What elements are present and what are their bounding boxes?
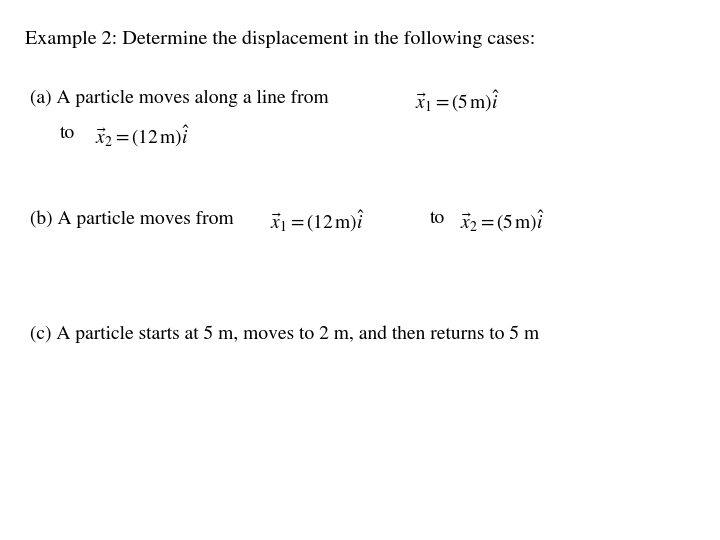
Text: $\vec{x}_2 = (12\,\mathrm{m})\hat{i}$: $\vec{x}_2 = (12\,\mathrm{m})\hat{i}$	[95, 123, 189, 149]
Text: to: to	[430, 210, 445, 227]
Text: Example 2: Determine the displacement in the following cases:: Example 2: Determine the displacement in…	[25, 30, 536, 48]
Text: (a) A particle moves along a line from: (a) A particle moves along a line from	[30, 90, 328, 107]
Text: (c) A particle starts at 5 m, moves to 2 m, and then returns to 5 m: (c) A particle starts at 5 m, moves to 2…	[30, 325, 539, 343]
Text: $\vec{x}_1 = (12\,\mathrm{m})\hat{i}$: $\vec{x}_1 = (12\,\mathrm{m})\hat{i}$	[270, 208, 364, 234]
Text: to: to	[60, 125, 76, 142]
Text: $\vec{x}_2 = (5\,\mathrm{m})\hat{i}$: $\vec{x}_2 = (5\,\mathrm{m})\hat{i}$	[460, 208, 545, 234]
Text: $\vec{x}_1 = (5\,\mathrm{m})\hat{i}$: $\vec{x}_1 = (5\,\mathrm{m})\hat{i}$	[415, 88, 500, 114]
Text: (b) A particle moves from: (b) A particle moves from	[30, 210, 233, 228]
